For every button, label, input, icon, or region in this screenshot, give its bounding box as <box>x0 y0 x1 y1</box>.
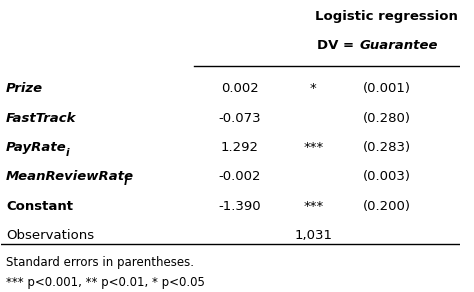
Text: *: * <box>310 83 317 95</box>
Text: (0.003): (0.003) <box>363 170 410 183</box>
Text: DV =: DV = <box>318 39 359 52</box>
Text: i: i <box>124 177 128 187</box>
Text: (0.280): (0.280) <box>363 112 410 125</box>
Text: (0.200): (0.200) <box>363 200 410 213</box>
Text: -0.073: -0.073 <box>219 112 261 125</box>
Text: Logistic regression: Logistic regression <box>315 10 458 23</box>
Text: Prize: Prize <box>6 83 43 95</box>
Text: (0.001): (0.001) <box>363 83 410 95</box>
Text: Guarantee: Guarantee <box>359 39 438 52</box>
Text: -1.390: -1.390 <box>219 200 261 213</box>
Text: 0.002: 0.002 <box>221 83 259 95</box>
Text: Observations: Observations <box>6 229 94 242</box>
Text: i: i <box>66 148 70 158</box>
Text: PayRate: PayRate <box>6 141 67 154</box>
Text: (0.283): (0.283) <box>363 141 410 154</box>
Text: -0.002: -0.002 <box>219 170 261 183</box>
Text: ***: *** <box>303 141 323 154</box>
Text: FastTrack: FastTrack <box>6 112 76 125</box>
Text: Constant: Constant <box>6 200 73 213</box>
Text: 1.292: 1.292 <box>221 141 259 154</box>
Text: MeanReviewRate: MeanReviewRate <box>6 170 134 183</box>
Text: 1,031: 1,031 <box>294 229 332 242</box>
Text: *** p<0.001, ** p<0.01, * p<0.05: *** p<0.001, ** p<0.01, * p<0.05 <box>6 276 205 289</box>
Text: Standard errors in parentheses.: Standard errors in parentheses. <box>6 256 194 269</box>
Text: ***: *** <box>303 200 323 213</box>
